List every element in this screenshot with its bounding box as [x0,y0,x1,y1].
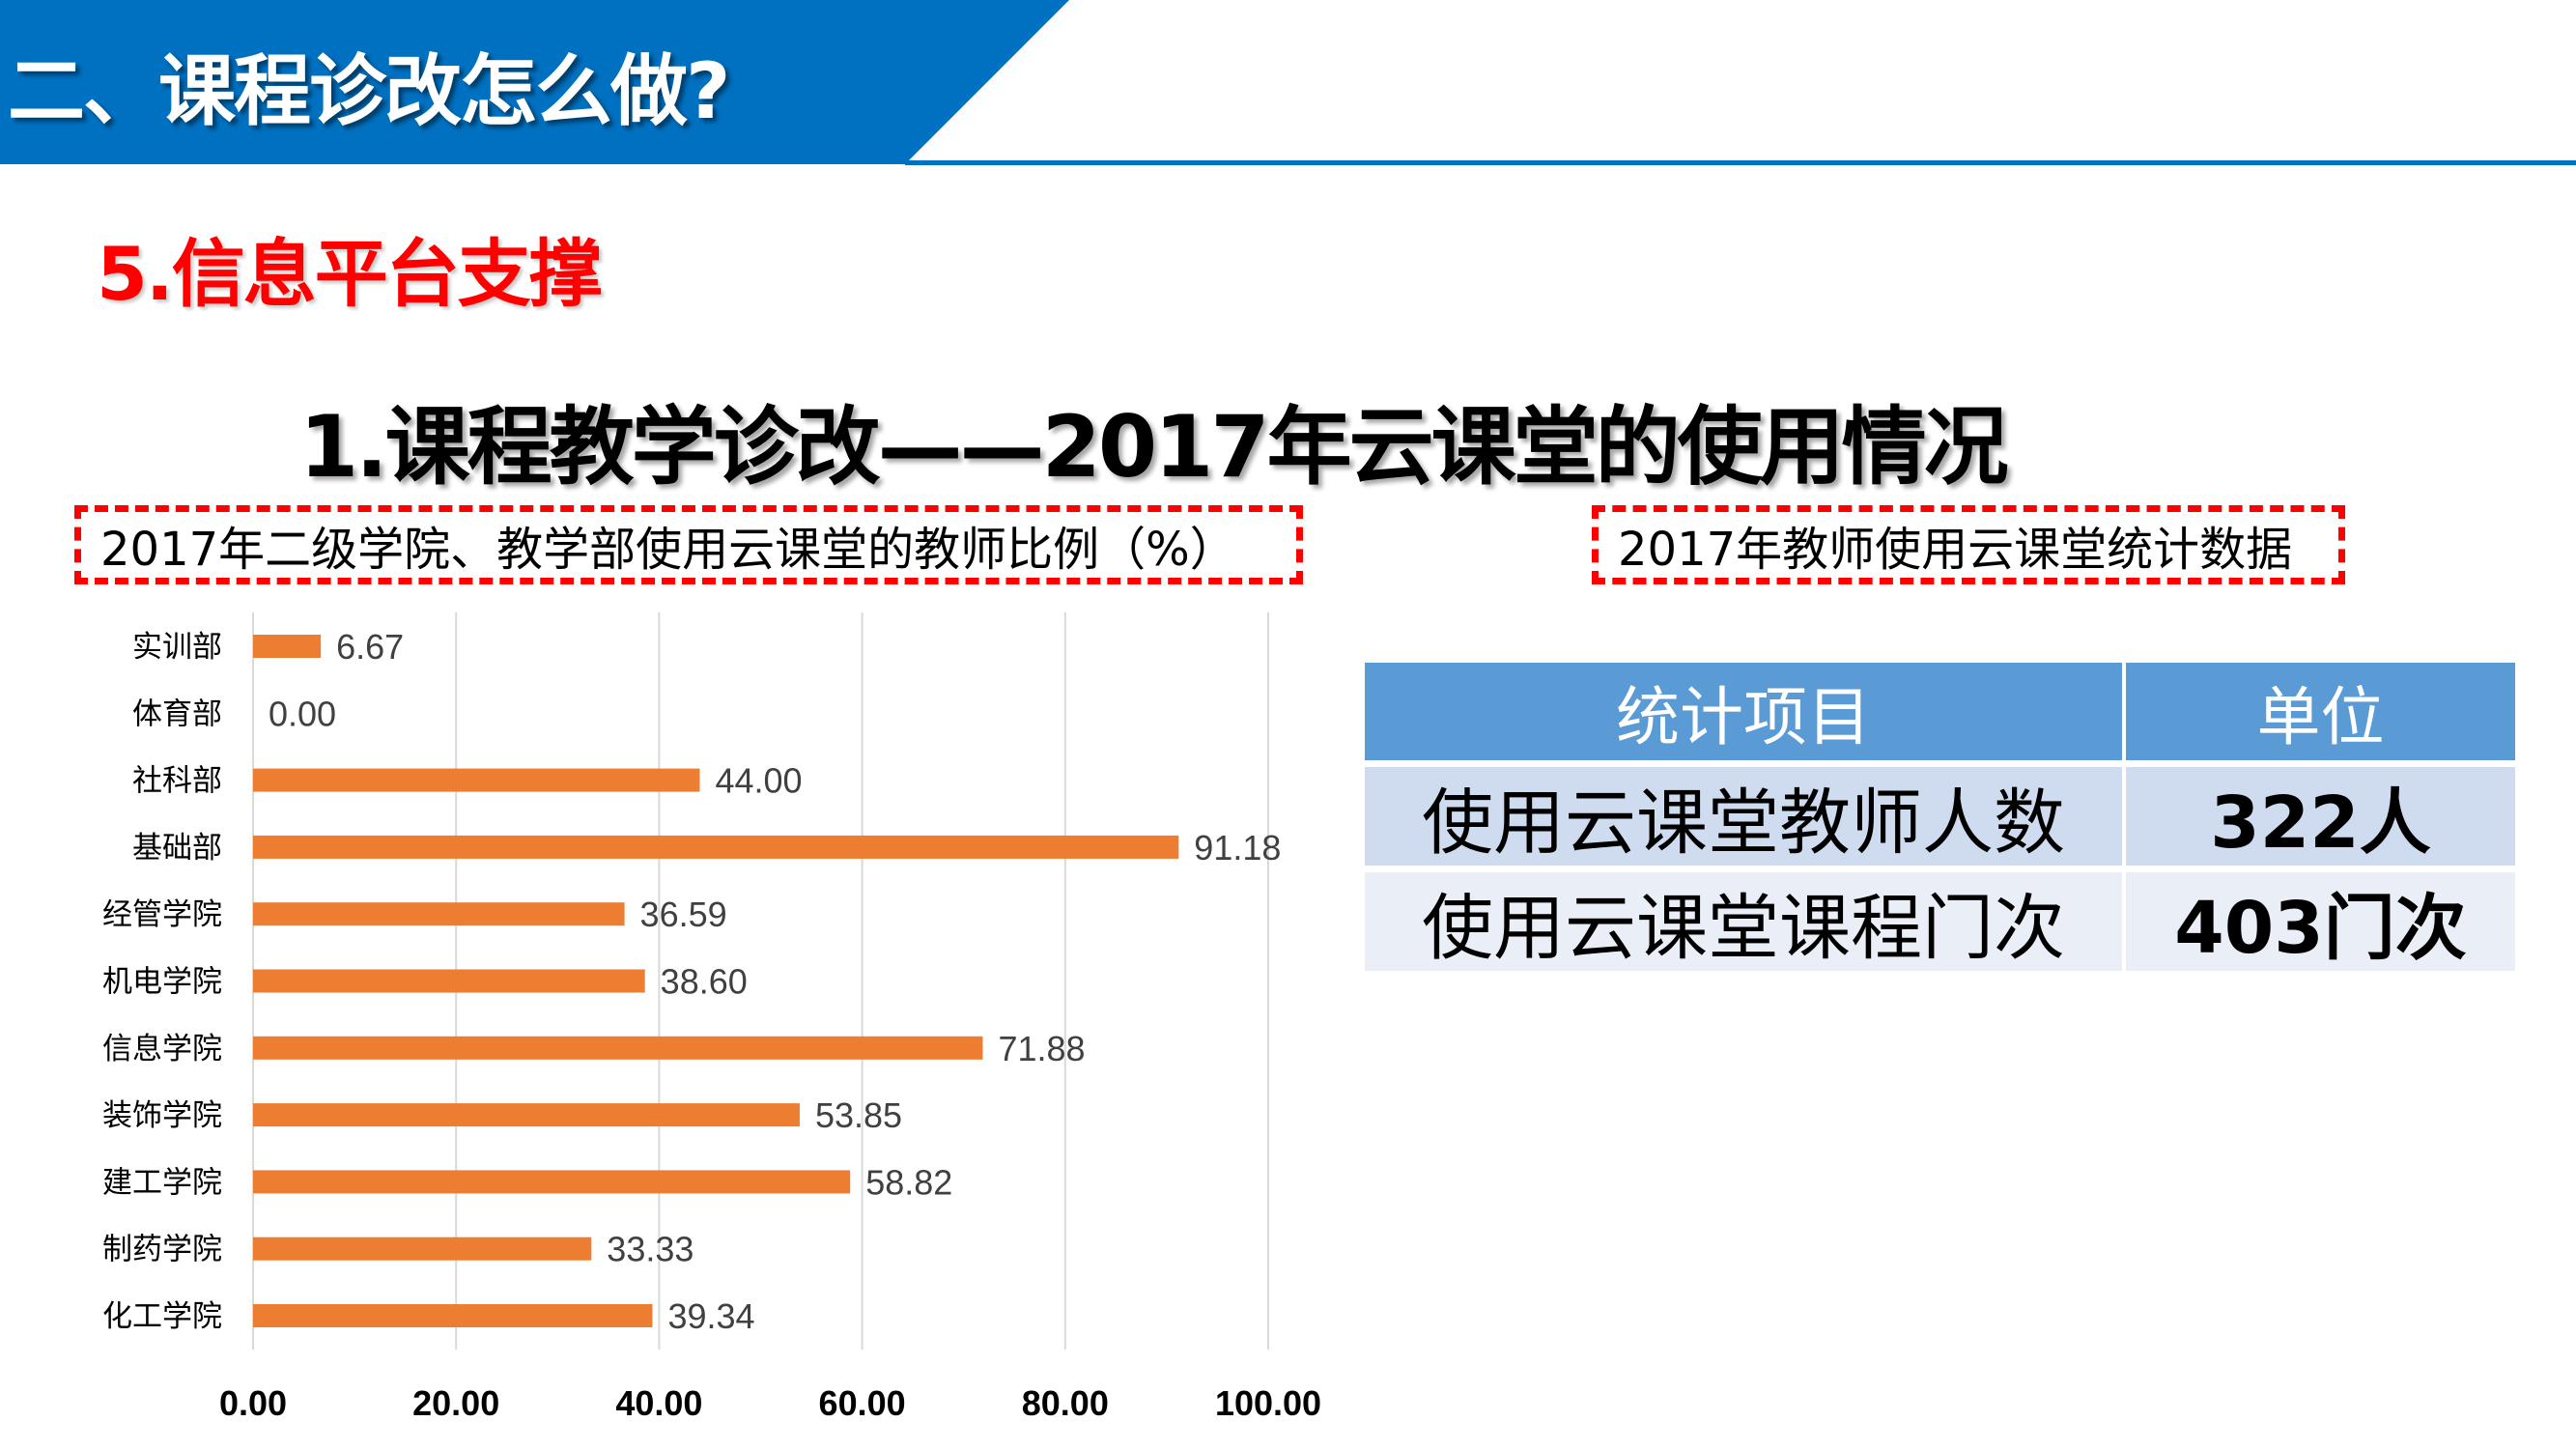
x-tick-label: 20.00 [412,1383,499,1423]
stats-table: 统计项目 单位 使用云课堂教师人数 322人 使用云课堂课程门次 403门次 [1365,663,2515,978]
bar [253,1170,851,1194]
data-label: 0.00 [269,694,336,733]
bar [253,969,645,993]
bar [253,902,625,926]
table-caption-box: 2017年教师使用云课堂统计数据 [1592,505,2345,584]
table-caption: 2017年教师使用云课堂统计数据 [1618,523,2293,577]
data-label: 91.18 [1194,828,1281,867]
bar [253,1304,653,1327]
bar [253,1237,592,1261]
main-title: 1.课程教学诊改——2017年云课堂的使用情况 [299,397,2009,497]
table-cell: 322人 [2126,767,2515,866]
data-label: 36.59 [640,895,727,934]
table-row: 使用云课堂课程门次 403门次 [1365,872,2515,971]
chart-caption-box: 2017年二级学院、教学部使用云课堂的教师比例（%） [74,505,1303,584]
data-label: 38.60 [661,962,748,1002]
data-label: 44.00 [715,761,802,801]
bar-chart: 0.00 20.00 40.00 60.00 80.00 100.00 实训部 6.67 体育部… [102,612,1321,1423]
header-cell: 统计项目 [1365,663,2122,760]
data-label: 71.88 [998,1029,1085,1068]
table-header-row: 统计项目 单位 [1365,663,2515,760]
data-label: 33.33 [607,1230,694,1269]
data-label: 58.82 [865,1162,952,1202]
category-label: 化工学院 [102,1299,222,1334]
category-label: 体育部 [132,697,222,731]
chart-caption: 2017年二级学院、教学部使用云课堂的教师比例（%） [100,523,1236,577]
data-label: 6.67 [336,627,404,667]
category-label: 实训部 [132,630,222,665]
x-tick-label: 100.00 [1215,1383,1321,1423]
bar [253,1036,983,1060]
bar [253,835,1179,859]
bar [253,768,700,792]
bar [253,635,322,658]
category-label: 社科部 [132,764,222,799]
bar [253,1103,800,1127]
x-tick-label: 0.00 [219,1383,287,1423]
header-divider [905,160,2576,165]
category-label: 装饰学院 [102,1098,222,1133]
data-label: 53.85 [815,1095,902,1135]
table-cell: 使用云课堂教师人数 [1365,767,2122,866]
sub-title: 5.信息平台支撑 [97,231,603,317]
category-label: 机电学院 [102,965,222,1000]
category-label: 制药学院 [102,1233,222,1267]
x-tick-label: 80.00 [1022,1383,1109,1423]
header-cell: 单位 [2126,663,2515,760]
data-label: 39.34 [667,1296,754,1336]
category-label: 经管学院 [102,897,222,932]
x-tick-label: 60.00 [819,1383,906,1423]
section-title: 二、课程诊改怎么做? [8,46,730,136]
category-label: 信息学院 [102,1032,222,1066]
category-label: 基础部 [132,831,222,866]
table-cell: 403门次 [2126,872,2515,971]
table-cell: 使用云课堂课程门次 [1365,872,2122,971]
header-banner [0,0,1069,164]
table-row: 使用云课堂教师人数 322人 [1365,767,2515,866]
category-label: 建工学院 [102,1165,222,1200]
x-tick-label: 40.00 [615,1383,702,1423]
